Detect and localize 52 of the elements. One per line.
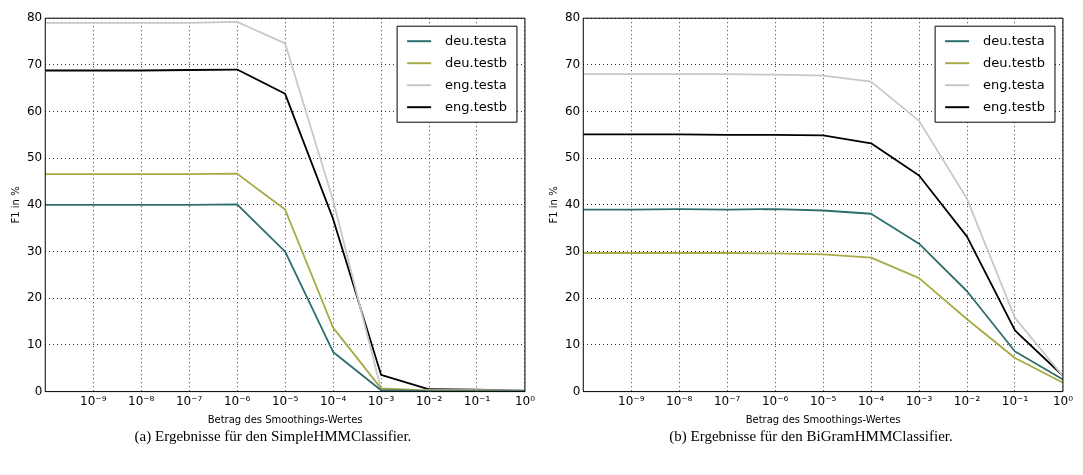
legend-label: deu.testa bbox=[445, 32, 507, 48]
x-tick-label: 10⁻⁶ bbox=[223, 393, 251, 408]
y-tick-label: 30 bbox=[564, 243, 581, 258]
y-tick-label: 10 bbox=[26, 337, 43, 352]
x-tick-label: 10⁻¹ bbox=[463, 393, 491, 408]
x-axis-title: Betrag des Smoothings-Wertes bbox=[745, 413, 901, 425]
y-tick-label: 80 bbox=[26, 10, 43, 25]
y-tick-label: 50 bbox=[564, 150, 581, 165]
y-tick-label: 20 bbox=[26, 290, 43, 305]
x-tick-label: 10⁻⁶ bbox=[761, 393, 789, 408]
x-tick-label: 10⁰ bbox=[514, 393, 536, 408]
y-tick-label: 80 bbox=[564, 10, 581, 25]
y-tick-label: 40 bbox=[564, 197, 581, 212]
y-tick-label: 50 bbox=[26, 150, 43, 165]
y-tick-label: 0 bbox=[572, 383, 581, 398]
legend-label: eng.testa bbox=[983, 76, 1045, 92]
y-tick-label: 30 bbox=[26, 243, 43, 258]
x-tick-label: 10⁻⁹ bbox=[80, 393, 107, 408]
x-axis-title: Betrag des Smoothings-Wertes bbox=[207, 413, 363, 425]
x-tick-label: 10⁻⁷ bbox=[175, 393, 203, 408]
legend-label: eng.testb bbox=[445, 98, 507, 114]
x-tick-label: 10⁻³ bbox=[905, 393, 933, 408]
legend-label: deu.testb bbox=[983, 54, 1045, 70]
x-tick-label: 10⁻⁸ bbox=[128, 393, 155, 408]
x-tick-label: 10⁻⁴ bbox=[857, 393, 885, 408]
x-tick-label: 10⁻⁵ bbox=[809, 393, 837, 408]
legend-label: eng.testb bbox=[983, 98, 1045, 114]
x-tick-label: 10⁰ bbox=[1052, 393, 1074, 408]
legend-label: eng.testa bbox=[445, 76, 507, 92]
x-tick-label: 10⁻⁴ bbox=[319, 393, 347, 408]
y-tick-label: 70 bbox=[564, 57, 581, 71]
y-tick-label: 0 bbox=[34, 383, 43, 398]
x-tick-label: 10⁻² bbox=[415, 393, 443, 408]
x-tick-label: 10⁻¹ bbox=[1001, 393, 1029, 408]
legend-label: deu.testa bbox=[983, 32, 1045, 48]
x-tick-label: 10⁻⁹ bbox=[618, 393, 645, 408]
y-tick-label: 60 bbox=[26, 103, 43, 118]
x-tick-label: 10⁻² bbox=[953, 393, 981, 408]
y-tick-label: 10 bbox=[564, 337, 581, 352]
x-tick-label: 10⁻⁵ bbox=[271, 393, 299, 408]
text: (a) Ergebnisse für den SimpleHMMClassifier. bbox=[133, 428, 413, 445]
y-tick-label: 60 bbox=[564, 103, 581, 118]
x-tick-label: 10⁻³ bbox=[367, 393, 395, 408]
x-tick-label: 10⁻⁷ bbox=[713, 393, 741, 408]
y-tick-label: 70 bbox=[26, 57, 43, 71]
text: (b) Ergebnisse für den BiGramHMMClassifier. bbox=[668, 428, 954, 445]
x-tick-label: 10⁻⁸ bbox=[666, 393, 693, 408]
y-tick-label: 20 bbox=[564, 290, 581, 305]
y-axis-title: F1 in % bbox=[547, 186, 559, 224]
y-tick-label: 40 bbox=[26, 197, 43, 212]
legend-label: deu.testb bbox=[445, 54, 507, 70]
y-axis-title: F1 in % bbox=[9, 186, 21, 224]
